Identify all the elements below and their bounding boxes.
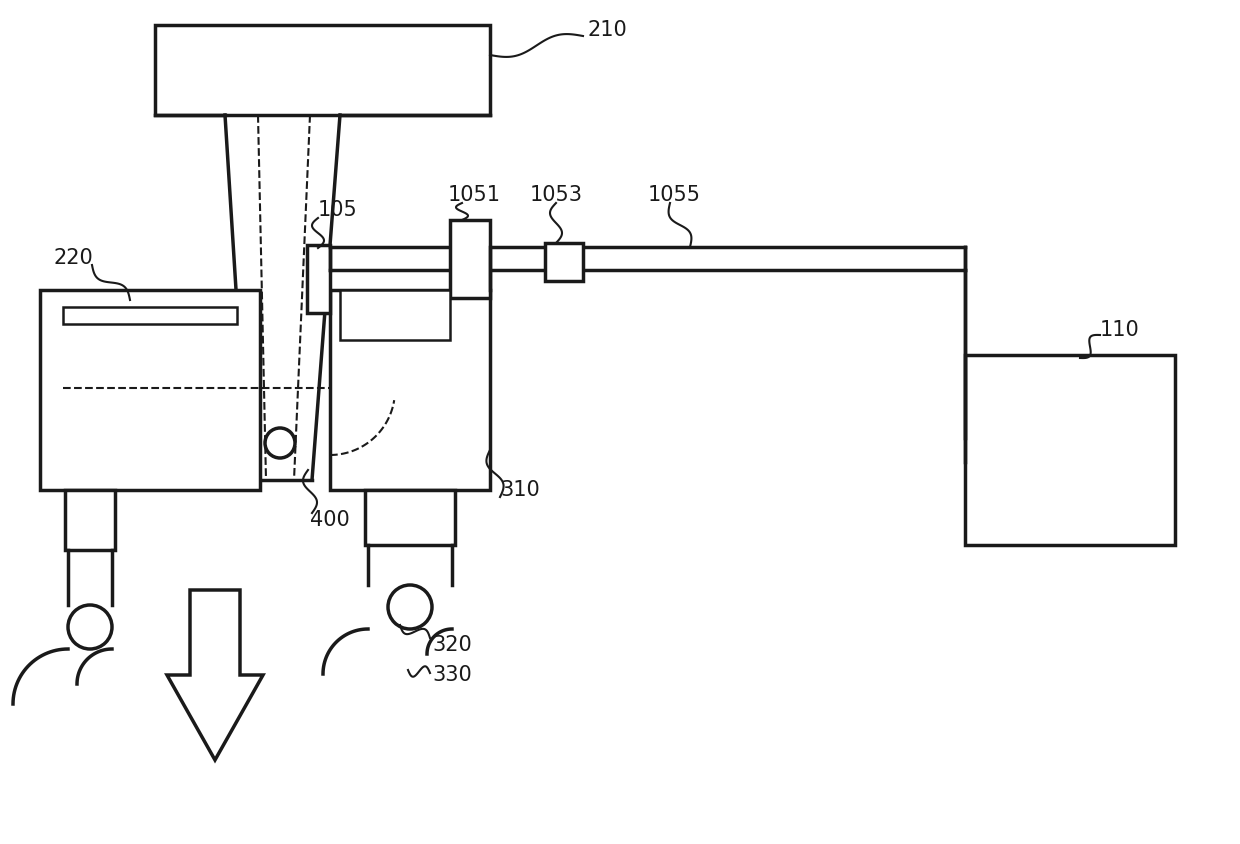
Polygon shape [167,590,263,760]
Bar [330,290,490,490]
Bar [965,355,1176,545]
Text: 400: 400 [310,510,350,530]
Bar [340,290,450,340]
Bar [450,220,490,298]
Text: 110: 110 [1100,320,1140,340]
Text: 1053: 1053 [529,185,583,205]
Text: 220: 220 [53,248,93,268]
Bar [63,307,237,324]
Text: 1055: 1055 [649,185,701,205]
Bar [546,243,583,281]
Bar [155,25,490,115]
Bar [365,490,455,545]
Bar [64,490,115,550]
Text: 1051: 1051 [448,185,501,205]
Text: 310: 310 [500,480,539,500]
Text: 330: 330 [432,665,471,685]
Text: 320: 320 [432,635,471,655]
Text: 105: 105 [317,200,358,220]
Bar [40,290,260,490]
Text: 210: 210 [587,20,626,40]
Bar [308,245,330,313]
